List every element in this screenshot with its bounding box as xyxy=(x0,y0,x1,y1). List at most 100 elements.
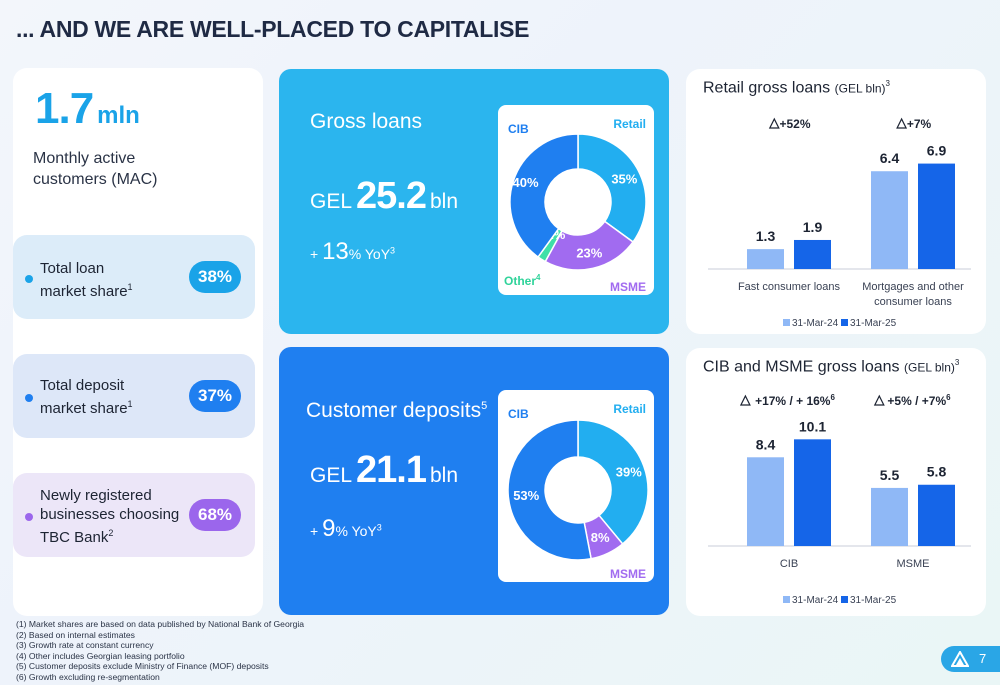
growth-label: +17% / + 16%6 xyxy=(755,393,835,408)
bar xyxy=(794,239,831,269)
retail-bar-chart: 1.3 1.9 +52% Fast consumer loans 6.4 6.9 +7% Mo… xyxy=(708,117,971,329)
category-label: MSME xyxy=(897,558,930,570)
deposits-value: GEL 21.1 bln xyxy=(310,449,459,491)
footnote: (5) Customer deposits exclude Ministry o… xyxy=(16,661,269,672)
triangle-up-icon xyxy=(739,394,751,406)
gross-loans-title: Gross loans xyxy=(310,110,423,133)
left-panel: 1.7 mln Monthly active customers (MAC) To… xyxy=(13,68,263,616)
growth-indicator: +17% / + 16%6 xyxy=(739,393,835,408)
donut-slice-retail xyxy=(577,419,649,545)
bar-value-label: 6.4 xyxy=(880,150,900,166)
category-label: Mortgages and other xyxy=(862,281,964,293)
page-number: 7 xyxy=(979,651,987,666)
triangle-up-icon xyxy=(896,117,908,129)
retail-chart-title: Retail gross loans (GEL bln)3 xyxy=(703,79,890,97)
donut-category-retail: Retail xyxy=(613,117,646,131)
deposit-share-label: Total deposit market share1 xyxy=(40,377,133,417)
category-label: CIB xyxy=(780,558,798,570)
donut-slice-cib xyxy=(509,133,579,259)
bar xyxy=(747,249,784,269)
mac-label: Monthly active customers (MAC) xyxy=(33,150,158,188)
donut-slice-retail xyxy=(577,133,647,244)
bar xyxy=(871,487,908,546)
bar-value-label: 6.9 xyxy=(927,143,947,159)
gross-loans-value: GEL 25.2 bln xyxy=(310,175,459,217)
customer-deposits-card: Customer deposits5 GEL 21.1 bln + 9% YoY3 … xyxy=(279,347,669,615)
bar-value-label: 8.4 xyxy=(756,436,776,452)
page-badge: 7 xyxy=(941,646,1000,672)
bar-value-label: 5.8 xyxy=(927,464,947,480)
deposits-donut: 39% 8% 53% CIB Retail MSME xyxy=(507,402,649,581)
donut-slice-msme xyxy=(544,220,635,271)
legend-swatch xyxy=(783,319,790,326)
footnote: (1) Market shares are based on data publ… xyxy=(16,619,305,629)
legend-label: 31-Mar-24 xyxy=(792,595,839,606)
bullet-dot xyxy=(25,275,33,283)
donut-category-cib: CIB xyxy=(508,407,529,421)
bar xyxy=(794,439,831,546)
donut-category-cib: CIB xyxy=(508,122,529,136)
cib-chart-title: CIB and MSME gross loans (GEL bln)3 xyxy=(703,358,960,376)
bar-value-label: 1.3 xyxy=(756,228,776,244)
loan-share-badge: 38% xyxy=(189,261,241,293)
donut-slice-cib xyxy=(507,419,592,561)
bar xyxy=(918,484,955,546)
growth-indicator: +7% xyxy=(896,117,932,131)
footnote: (4) Other includes Georgian leasing port… xyxy=(16,650,185,661)
deposit-share-badge: 37% xyxy=(189,380,241,412)
cib-bar-chart: 8.4 10.1 +17% / + 16%6 CIB 5.5 5.8 +5% / +7%6 M… xyxy=(708,393,971,606)
loan-share-pill: Total loan market share1 38% xyxy=(13,235,255,319)
deposits-growth: + 9% YoY3 xyxy=(310,515,382,542)
growth-label: +5% / +7%6 xyxy=(887,393,951,408)
donut-label-retail: 35% xyxy=(611,171,637,186)
donut-category-retail: Retail xyxy=(613,402,646,416)
bar-value-label: 10.1 xyxy=(799,418,826,434)
bullet-dot xyxy=(25,394,33,402)
deposit-share-pill: Total deposit market share1 37% xyxy=(13,354,255,438)
growth-indicator: +5% / +7%6 xyxy=(873,393,951,408)
donut-label-msme: 8% xyxy=(591,530,610,545)
gross-loans-donut-box: 35% 23% 2% 40% CIB Retail MSME Other4 xyxy=(498,105,654,295)
new-business-pill: Newly registered businesses choosing TBC B… xyxy=(13,473,255,557)
gross-loans-card: Gross loans GEL 25.2 bln + 13% YoY3 35% 23%… xyxy=(279,69,669,334)
category-label: consumer loans xyxy=(874,296,952,308)
legend-swatch xyxy=(841,596,848,603)
growth-label: +7% xyxy=(907,117,932,131)
legend-label: 31-Mar-25 xyxy=(850,318,897,329)
retail-chart-card: Retail gross loans (GEL bln)3 1.3 1.9 +52%… xyxy=(686,69,986,334)
donut-category-msme: MSME xyxy=(610,567,646,581)
footnotes: (1) Market shares are based on data publ… xyxy=(16,619,304,683)
page-title: ... AND WE ARE WELL-PLACED TO CAPITALISE xyxy=(16,16,530,42)
cib-chart-card: CIB and MSME gross loans (GEL bln)3 8.4 1… xyxy=(686,348,986,616)
footnote: (2) Based on internal estimates xyxy=(16,629,135,640)
footnote: (3) Growth rate at constant currency xyxy=(16,640,154,651)
bar-value-label: 5.5 xyxy=(880,467,900,483)
new-business-badge: 68% xyxy=(189,499,241,531)
bar xyxy=(918,163,955,269)
new-business-label: Newly registered businesses choosing TBC B… xyxy=(40,487,180,546)
donut-label-cib: 40% xyxy=(513,175,539,190)
bar-value-label: 1.9 xyxy=(803,219,823,235)
deposits-title: Customer deposits5 xyxy=(306,399,488,422)
donut-label-retail: 39% xyxy=(616,465,642,480)
deposits-donut-box: 39% 8% 53% CIB Retail MSME xyxy=(498,390,654,582)
category-label: Fast consumer loans xyxy=(738,281,841,293)
triangle-up-icon xyxy=(768,117,780,129)
donut-category-other: Other4 xyxy=(504,273,541,288)
mac-value: 1.7 mln xyxy=(35,84,140,133)
growth-label: +52% xyxy=(779,117,810,131)
donut-category-msme: MSME xyxy=(610,280,646,294)
triangle-up-icon xyxy=(873,394,885,406)
bar xyxy=(747,457,784,546)
bar xyxy=(871,171,908,269)
growth-indicator: +52% xyxy=(768,117,811,131)
donut-label-cib: 53% xyxy=(513,488,539,503)
tbc-triangle-icon xyxy=(951,651,969,667)
bullet-dot xyxy=(25,513,33,521)
gross-loans-growth: + 13% YoY3 xyxy=(310,238,396,265)
legend-label: 31-Mar-24 xyxy=(792,318,839,329)
loan-share-label: Total loan market share1 xyxy=(40,260,133,300)
footnote: (6) Growth excluding re-segmentation xyxy=(16,671,160,682)
donut-label-msme: 23% xyxy=(576,246,602,261)
